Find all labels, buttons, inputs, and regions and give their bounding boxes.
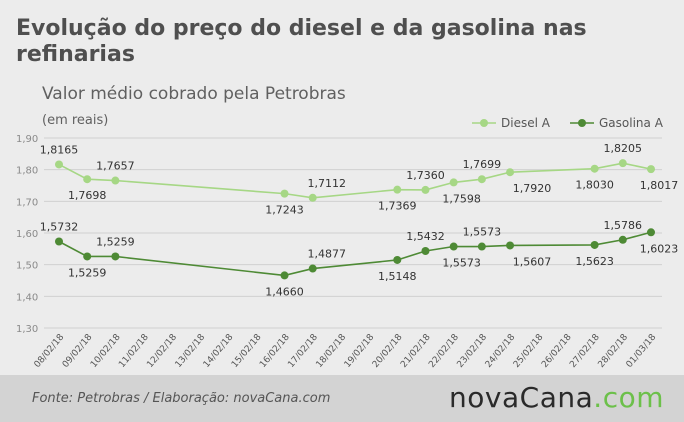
data-label: 1,7360 — [406, 169, 445, 182]
data-label: 1,8017 — [640, 179, 679, 192]
data-label: 1,4877 — [307, 248, 346, 261]
data-label: 1,5573 — [442, 257, 481, 270]
series-line — [58, 231, 652, 277]
footer-bar: Fonte: Petrobras / Elaboração: novaCana.… — [0, 375, 684, 422]
data-point — [647, 228, 655, 237]
source-note: Fonte: Petrobras / Elaboração: novaCana.… — [32, 391, 331, 406]
data-label: 1,7369 — [378, 200, 417, 213]
data-label: 1,7698 — [68, 189, 107, 202]
data-point — [618, 235, 627, 244]
data-point — [111, 252, 120, 261]
data-label: 1,5259 — [96, 235, 135, 248]
chart-subtitle: Valor médio cobrado pela Petrobras — [42, 84, 346, 104]
legend-label: Gasolina A — [599, 116, 664, 130]
data-point — [83, 252, 92, 261]
y-tick-label: 1,70 — [16, 197, 38, 208]
data-point — [506, 168, 515, 177]
data-label: 1,8165 — [40, 143, 79, 156]
data-label: 1,7920 — [513, 182, 552, 195]
line-chart: 1,301,401,501,601,701,801,9008/02/1809/0… — [16, 116, 679, 370]
unit-label: (em reais) — [42, 113, 109, 128]
x-tick-label: 01/03/18 — [625, 332, 659, 370]
data-label: 1,7598 — [442, 192, 481, 205]
series-line — [58, 162, 652, 199]
logo-dot: . — [593, 381, 603, 414]
data-point — [308, 193, 317, 202]
legend-label: Diesel A — [501, 116, 551, 130]
data-label: 1,5148 — [378, 270, 417, 283]
y-tick-label: 1,40 — [16, 292, 38, 303]
y-tick-label: 1,60 — [16, 229, 38, 240]
data-label: 1,5607 — [513, 255, 552, 268]
data-point — [393, 185, 402, 194]
data-label: 1,5259 — [68, 266, 107, 279]
data-point — [83, 175, 92, 184]
y-tick-label: 1,50 — [16, 261, 38, 272]
data-point — [55, 160, 63, 169]
data-point — [449, 178, 458, 187]
data-label: 1,6023 — [640, 242, 679, 255]
data-point — [280, 189, 289, 198]
data-point — [393, 255, 402, 264]
data-label: 1,5573 — [463, 226, 502, 239]
data-point — [590, 240, 599, 249]
data-point — [421, 185, 430, 194]
data-label: 1,8205 — [604, 142, 643, 155]
logo-nova: nova — [449, 381, 520, 414]
novacana-logo: novaCana.com — [449, 381, 664, 414]
data-point — [506, 241, 515, 250]
data-point — [618, 159, 627, 168]
data-point — [477, 242, 486, 251]
data-label: 1,5786 — [604, 219, 643, 232]
data-label: 1,7699 — [463, 158, 502, 171]
data-point — [647, 165, 655, 174]
logo-com: com — [602, 381, 664, 414]
data-point — [111, 176, 120, 185]
logo-cana: Cana — [519, 381, 594, 414]
data-label: 1,5623 — [575, 255, 614, 268]
y-tick-label: 1,30 — [16, 324, 38, 335]
legend-marker — [578, 119, 586, 127]
data-label: 1,7112 — [307, 177, 346, 190]
data-label: 1,7243 — [265, 204, 304, 217]
y-tick-label: 1,80 — [16, 166, 38, 177]
data-label: 1,4660 — [265, 285, 304, 298]
data-point — [449, 242, 458, 251]
data-point — [280, 271, 289, 280]
chart-title: Evolução do preço do diesel e da gasolin… — [16, 16, 587, 67]
data-point — [421, 246, 430, 255]
data-point — [477, 175, 486, 184]
data-label: 1,5732 — [40, 220, 79, 233]
data-point — [308, 264, 317, 273]
data-point — [55, 237, 63, 246]
y-tick-label: 1,90 — [16, 134, 38, 145]
data-point — [590, 164, 599, 173]
legend-marker — [480, 119, 488, 127]
data-label: 1,8030 — [575, 179, 614, 192]
data-label: 1,7657 — [96, 160, 135, 173]
data-label: 1,5432 — [406, 230, 445, 243]
